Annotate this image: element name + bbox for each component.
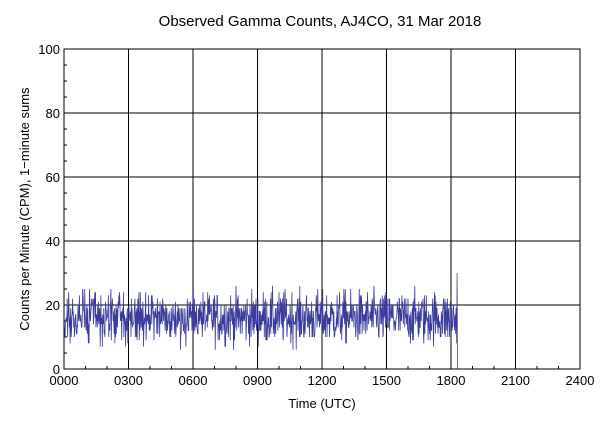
- x-tick-label: 1800: [437, 373, 466, 388]
- y-axis-label: Counts per Minute (CPM), 1−minute sums: [17, 87, 32, 331]
- x-tick-label: 0900: [243, 373, 272, 388]
- x-tick-label: 2400: [566, 373, 595, 388]
- x-axis-label: Time (UTC): [288, 396, 355, 411]
- y-tick-label: 40: [46, 234, 60, 249]
- series-line-gamma-counts: [63, 272, 458, 370]
- chart-title: Observed Gamma Counts, AJ4CO, 31 Mar 201…: [159, 13, 482, 30]
- y-tick-label: 0: [53, 362, 60, 377]
- series-layer: [63, 272, 458, 370]
- y-tick-labels: 0 20 40 60 80 100: [38, 42, 60, 377]
- y-tick-label: 60: [46, 170, 60, 185]
- x-tick-label: 2100: [501, 373, 530, 388]
- y-tick-label: 80: [46, 106, 60, 121]
- x-tick-labels: 0000 0300 0600 0900 1200 1500 1800 2100 2400: [50, 373, 595, 388]
- plot-frame: [63, 48, 581, 370]
- x-tick-label: 0300: [114, 373, 143, 388]
- y-tick-label: 100: [38, 42, 60, 57]
- x-tick-label: 0600: [179, 373, 208, 388]
- y-tick-label: 20: [46, 298, 60, 313]
- x-tick-label: 0000: [50, 373, 79, 388]
- x-tick-label: 1200: [308, 373, 337, 388]
- x-tick-label: 1500: [372, 373, 401, 388]
